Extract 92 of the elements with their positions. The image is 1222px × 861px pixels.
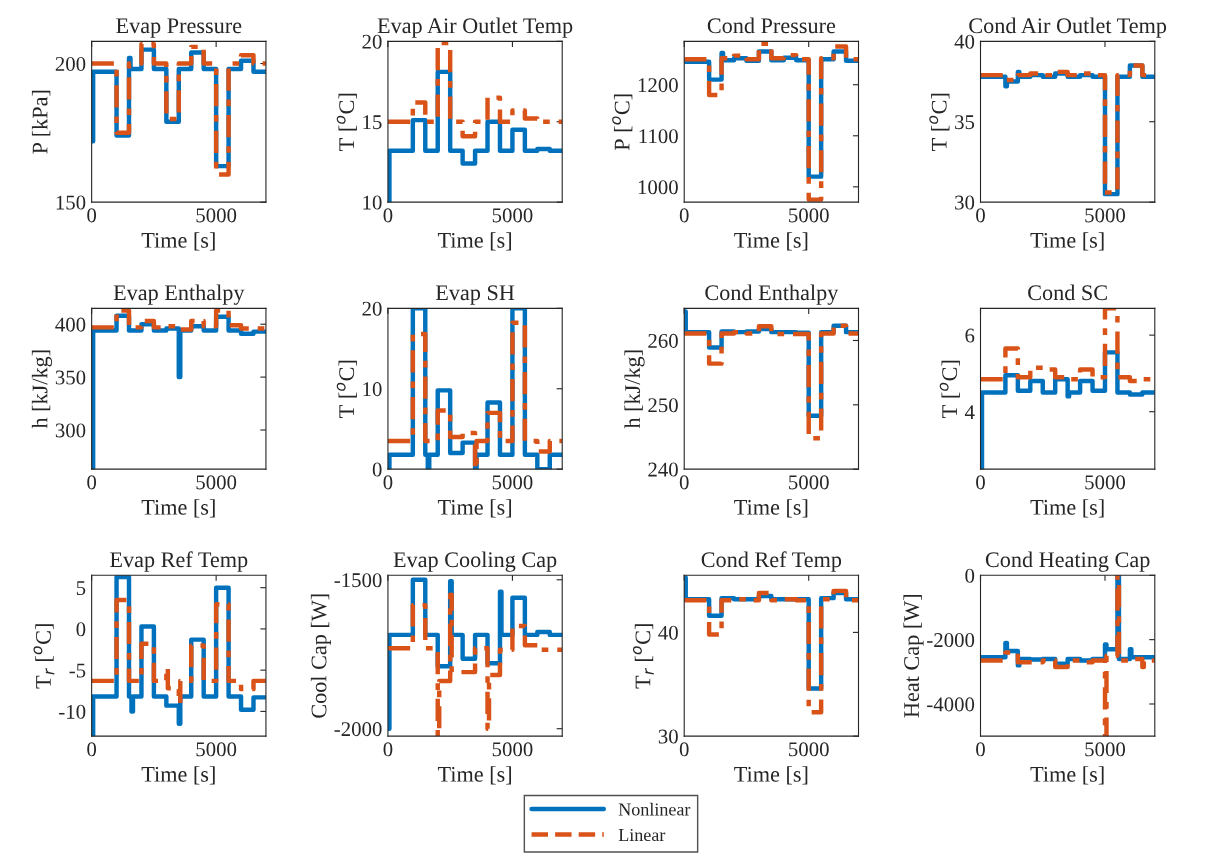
y-tick-label: -2000 — [334, 722, 382, 737]
chart-title: Evap Cooling Cap — [393, 551, 557, 572]
y-tick-label: 1100 — [639, 129, 678, 144]
y-axis-title: P [$^{o}$C] — [612, 94, 633, 151]
x-axis-title: Time [s] — [141, 232, 215, 251]
y-axis-title: P [kPa] — [31, 90, 51, 154]
y-tick-label: 250 — [648, 398, 678, 413]
x-axis-title: Time [s] — [141, 766, 215, 785]
x-tick-label: 0 — [679, 742, 689, 757]
x-tick-label: 5000 — [196, 475, 237, 490]
y-tick-label: -5 — [69, 663, 86, 678]
chart-title: Cond Pressure — [707, 17, 836, 34]
x-tick-label: 0 — [976, 742, 985, 757]
x-tick-label: 0 — [383, 475, 393, 490]
chart-title: Evap Pressure — [116, 18, 242, 38]
y-tick-label: 5 — [76, 581, 86, 596]
x-tick-label: 5000 — [492, 208, 533, 223]
y-axis-title: T$_{r}$ [$^{o}$C] — [33, 624, 55, 689]
y-tick-label: 15 — [363, 115, 382, 130]
y-tick-label: 260 — [648, 333, 678, 348]
y-tick-label: 300 — [55, 423, 86, 438]
y-tick-label: 400 — [55, 317, 86, 332]
y-tick-label: 40 — [954, 34, 975, 49]
y-tick-label: 20 — [362, 301, 382, 316]
y-tick-label: 240 — [648, 462, 678, 477]
chart-title: Evap Enthalpy — [113, 284, 245, 305]
chart-title: Cond Enthalpy — [705, 284, 839, 305]
x-tick-label: 5000 — [492, 475, 533, 490]
y-axis-title: T [$^{o}$C] — [939, 360, 960, 418]
x-tick-label: 5000 — [196, 742, 237, 757]
y-tick-label: 30 — [955, 195, 975, 210]
x-axis-title: Time [s] — [437, 766, 511, 785]
y-axis-title: T$_{r}$ [$^{o}$C] — [632, 624, 654, 689]
x-axis-title: Time [s] — [734, 232, 808, 251]
x-tick-label: 5000 — [1085, 742, 1126, 757]
y-tick-label: 0 — [372, 462, 382, 477]
x-tick-label: 0 — [87, 475, 97, 490]
y-tick-label: -1500 — [334, 573, 382, 588]
chart-title: Cond SC — [1028, 284, 1107, 301]
chart-title: Evap SH — [435, 285, 515, 305]
y-tick-label: 1000 — [638, 180, 678, 195]
x-tick-label: 0 — [976, 208, 985, 223]
x-tick-label: 0 — [87, 742, 97, 757]
x-axis-title: Time [s] — [437, 232, 511, 251]
x-tick-label: 5000 — [1085, 208, 1126, 223]
y-tick-label: 1200 — [638, 78, 678, 93]
x-axis-title: Time [s] — [1030, 232, 1104, 251]
x-tick-label: 5000 — [789, 208, 829, 223]
y-axis-title: h [kJ/kg] — [31, 350, 53, 429]
y-axis-title: h [kJ/kg] — [624, 350, 645, 429]
x-tick-label: 0 — [87, 208, 97, 223]
y-axis-title: T [$^{o}$C] — [336, 360, 357, 418]
y-axis-title: T [$^{o}$C] — [336, 93, 357, 151]
y-tick-label: 40 — [658, 625, 678, 640]
x-axis-title: Time [s] — [734, 499, 808, 518]
chart-title: Cond Heating Cap — [985, 551, 1150, 572]
y-tick-label: -2000 — [927, 633, 975, 648]
x-axis-title: Time [s] — [1030, 499, 1104, 518]
y-tick-label: 150 — [56, 195, 86, 210]
x-tick-label: 5000 — [789, 475, 829, 490]
x-tick-label: 5000 — [196, 208, 237, 223]
x-tick-label: 0 — [383, 208, 393, 223]
y-tick-label: -4000 — [927, 697, 975, 712]
x-tick-label: 5000 — [1085, 475, 1126, 490]
x-tick-label: 0 — [976, 475, 985, 490]
x-tick-label: 0 — [679, 475, 689, 490]
y-tick-label: 0 — [76, 622, 86, 637]
y-tick-label: 350 — [55, 370, 86, 385]
legend-label: Nonlinear — [618, 802, 691, 816]
y-tick-label: 10 — [363, 195, 382, 210]
chart-title: Evap Ref Temp — [110, 551, 248, 572]
y-tick-label: 30 — [658, 729, 678, 744]
y-tick-label: -10 — [59, 704, 86, 719]
y-axis-title: T [$^{o}$C] — [929, 93, 950, 151]
y-tick-label: 35 — [955, 115, 975, 130]
y-axis-title: Heat Cap [W] — [903, 595, 924, 718]
x-tick-label: 0 — [679, 208, 689, 223]
y-axis-title: Cool Cap [W] — [310, 594, 331, 718]
x-axis-title: Time [s] — [734, 766, 808, 785]
y-tick-label: 4 — [964, 405, 975, 419]
legend-label: Linear — [618, 828, 666, 842]
x-tick-label: 0 — [383, 742, 393, 757]
y-tick-label: 6 — [965, 328, 975, 343]
x-axis-title: Time [s] — [1030, 766, 1104, 785]
x-axis-title: Time [s] — [437, 499, 511, 518]
x-axis-title: Time [s] — [141, 499, 215, 518]
y-tick-label: 0 — [965, 568, 975, 583]
x-tick-label: 5000 — [492, 742, 533, 757]
y-tick-label: 200 — [55, 56, 86, 71]
chart-title: Cond Ref Temp — [701, 551, 842, 572]
x-tick-label: 5000 — [789, 742, 829, 757]
y-tick-label: 10 — [363, 382, 382, 397]
